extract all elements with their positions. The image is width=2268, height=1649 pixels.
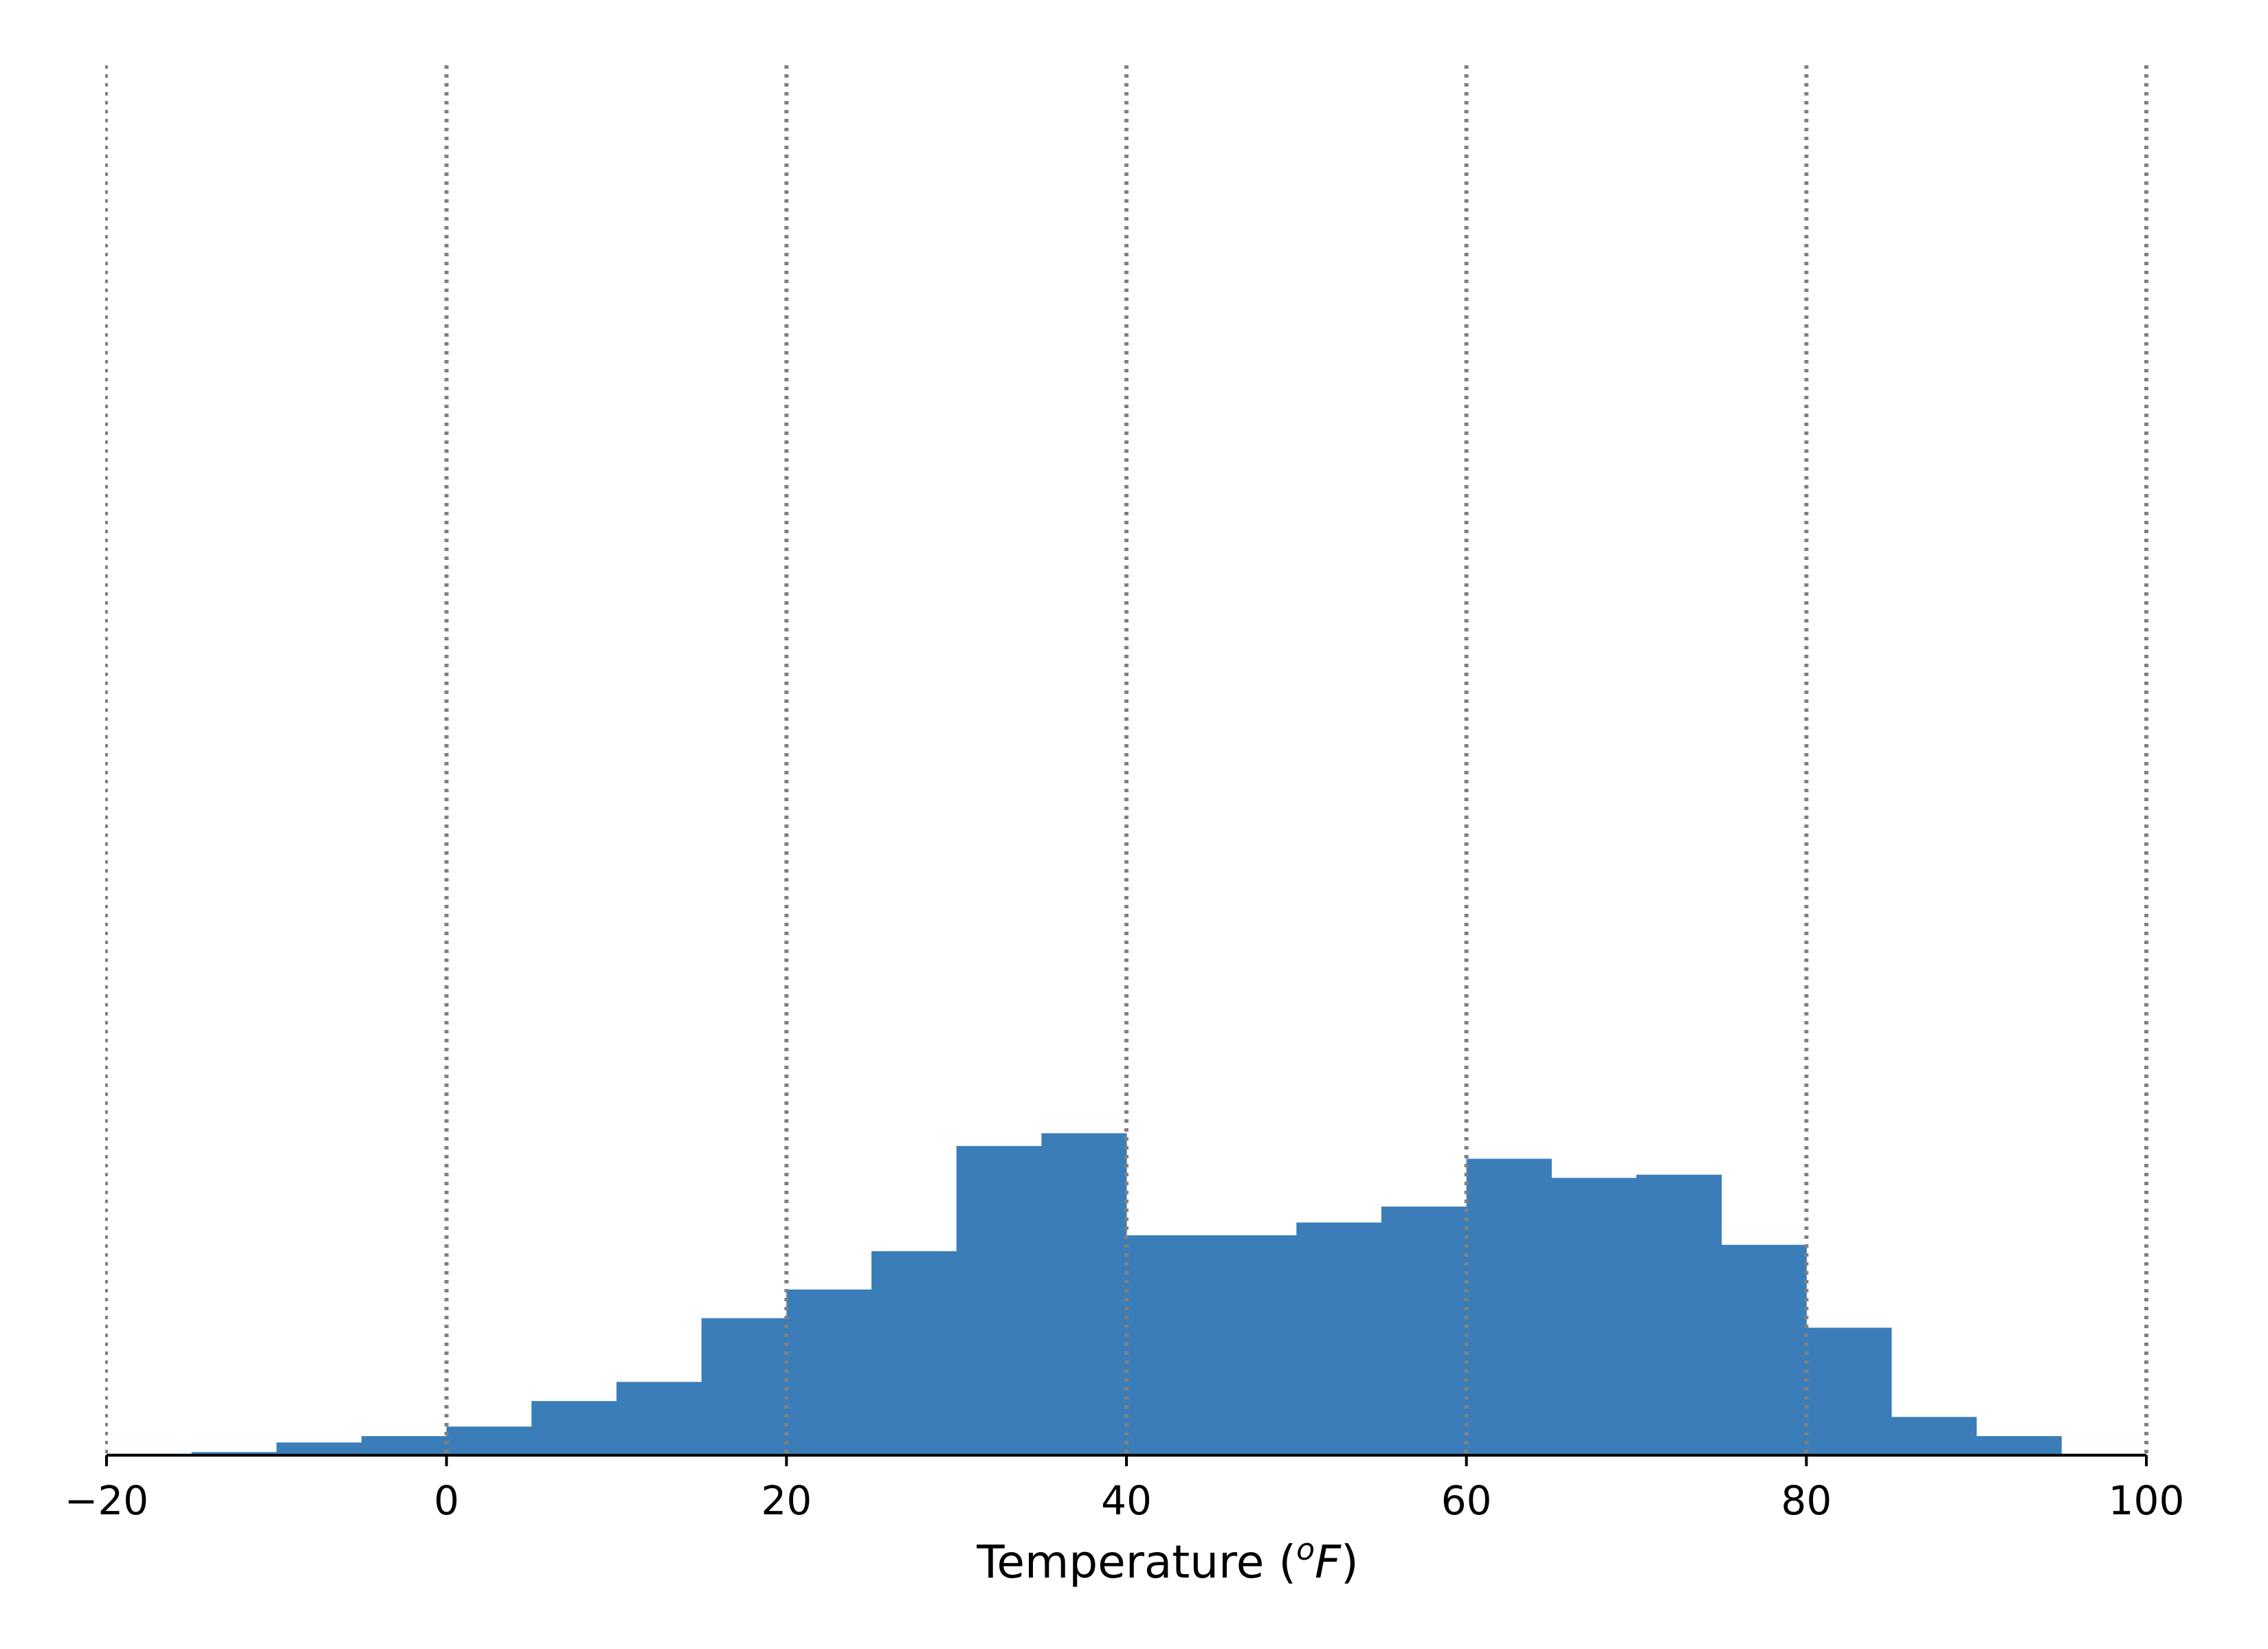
- histogram-bar: [1806, 1327, 1892, 1455]
- histogram-bar: [871, 1251, 957, 1455]
- histogram-bar: [1721, 1244, 1807, 1455]
- histogram-bar: [1296, 1222, 1382, 1455]
- histogram-bar: [956, 1145, 1042, 1455]
- histogram-bar: [1976, 1436, 2062, 1455]
- x-tick-label: 80: [1781, 1477, 1832, 1524]
- histogram-bar: [1466, 1158, 1552, 1455]
- x-axis-ticks: −20 0 20 40 60 80 100: [65, 1455, 2185, 1524]
- x-tick-label: 60: [1441, 1477, 1492, 1524]
- x-axis-label: Temperature (oF): [976, 1532, 1358, 1589]
- histogram-bar: [531, 1401, 617, 1455]
- histogram-bar: [362, 1436, 447, 1455]
- x-tick-label: 100: [2109, 1477, 2185, 1524]
- histogram-bar: [276, 1442, 362, 1455]
- x-tick-label: 40: [1101, 1477, 1152, 1524]
- x-tick-label: −20: [65, 1477, 148, 1524]
- histogram-bar: [1636, 1174, 1722, 1455]
- x-tick-label: 0: [434, 1477, 459, 1524]
- histogram-bar: [701, 1318, 787, 1455]
- histogram-bar: [786, 1289, 872, 1455]
- histogram-bar: [446, 1426, 532, 1455]
- x-axis-label-text: Temperature (: [976, 1536, 1296, 1589]
- histogram-bar: [1211, 1235, 1297, 1455]
- histogram-bar: [1041, 1133, 1127, 1455]
- histogram-bar: [1891, 1417, 1977, 1455]
- histogram-bar: [1381, 1207, 1467, 1455]
- x-axis-label-unit-superscript: o: [1296, 1532, 1315, 1567]
- histogram-bars: [107, 1133, 2147, 1455]
- vertical-gridlines: [105, 65, 2148, 1455]
- histogram-bar: [1551, 1178, 1637, 1455]
- x-axis-label-close: ): [1341, 1536, 1359, 1589]
- histogram-bar: [1126, 1235, 1212, 1455]
- x-axis-label-unit: F: [1315, 1536, 1342, 1589]
- histogram-bar: [191, 1452, 277, 1455]
- x-tick-label: 20: [761, 1477, 812, 1524]
- histogram-bar: [616, 1382, 702, 1455]
